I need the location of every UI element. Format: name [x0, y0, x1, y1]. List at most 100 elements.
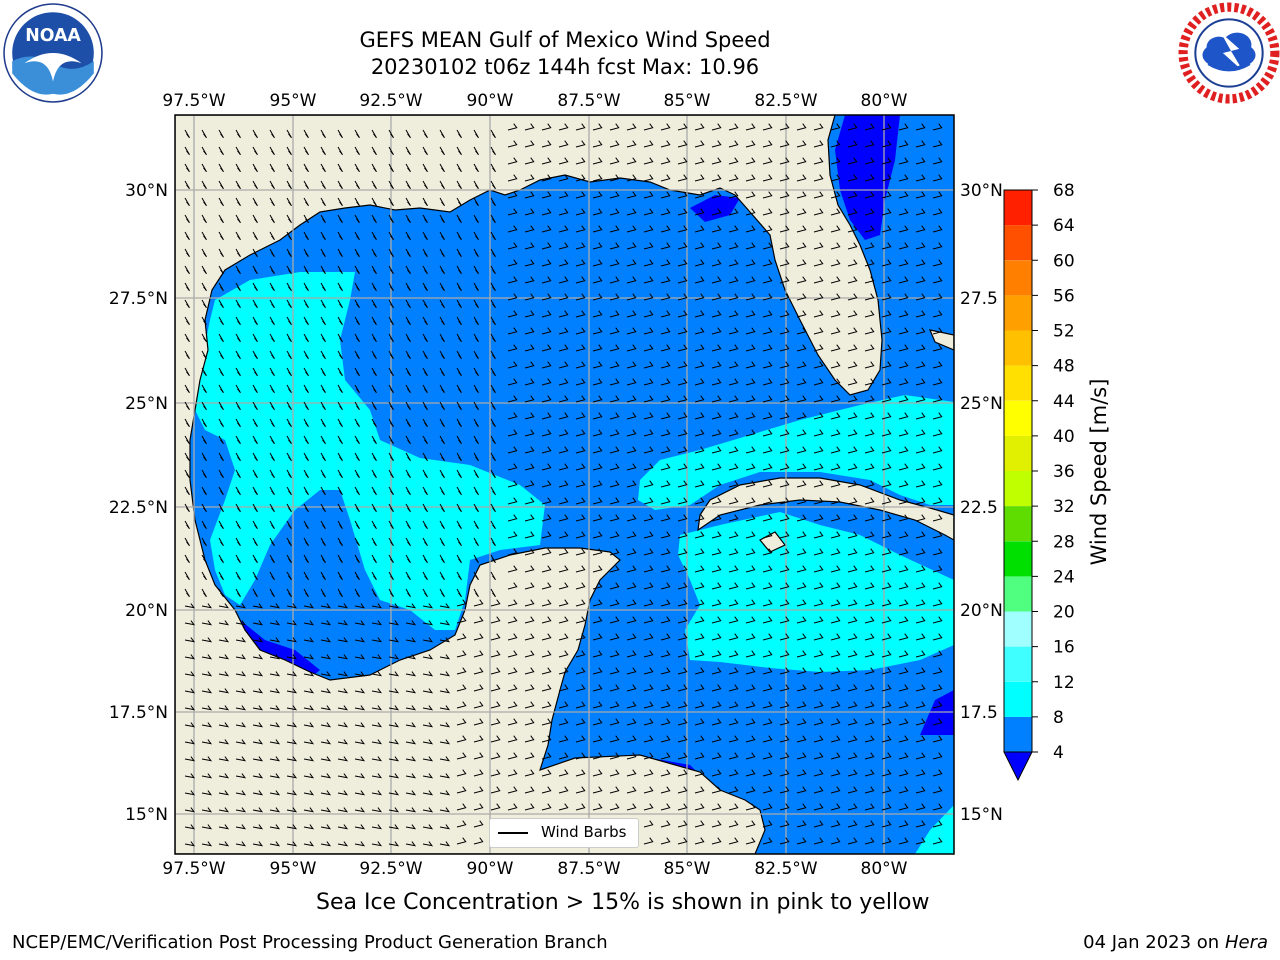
wind-barb [320, 316, 326, 326]
wind-barb [354, 452, 360, 462]
wind-barb [558, 310, 569, 318]
wind-barb [745, 412, 756, 420]
wind-barb [558, 548, 569, 556]
wind-barb [286, 571, 292, 581]
wind-barb [439, 503, 445, 513]
wind-barb [320, 790, 332, 796]
wind-barb [320, 214, 326, 224]
wind-barb [830, 837, 841, 845]
wind-barb [286, 231, 292, 241]
wind-barb [405, 520, 411, 530]
wind-barb [558, 327, 569, 335]
wind-barb [643, 718, 654, 726]
lat-tick-right: 30°N [960, 181, 1003, 201]
wind-barb [575, 463, 586, 471]
wind-barb [813, 718, 824, 726]
wind-barb [609, 157, 620, 165]
wind-barb [813, 242, 824, 250]
wind-barb [847, 548, 858, 556]
wind-barb [626, 191, 637, 199]
wind-barb [881, 565, 892, 573]
wind-barb [694, 310, 705, 318]
wind-barb [864, 412, 875, 420]
wind-barb [303, 384, 309, 394]
wind-barb [218, 248, 224, 258]
wind-barb [677, 429, 688, 437]
wind-barb [745, 752, 756, 760]
wind-barb [422, 603, 434, 609]
date-text: 04 Jan 2023 on Hera [1083, 932, 1268, 953]
wind-barb [541, 293, 552, 301]
wind-barb [915, 276, 926, 284]
lon-tick-bottom: 80°W [861, 859, 908, 879]
wind-barb [405, 537, 411, 547]
wind-barb [269, 554, 275, 564]
wind-barb [456, 803, 467, 811]
wind-barb [320, 197, 326, 207]
wind-barb [439, 197, 445, 207]
wind-barb [643, 497, 654, 505]
wind-barb [303, 571, 309, 581]
wind-barb [864, 599, 875, 607]
wind-barb [201, 637, 213, 643]
wind-barb [575, 497, 586, 505]
wind-barb [830, 174, 841, 182]
wind-barb [269, 824, 281, 830]
wind-barb [558, 157, 569, 165]
wind-barb [881, 242, 892, 250]
wind-barb [235, 197, 241, 207]
wind-barb [473, 333, 479, 343]
wind-barb [813, 735, 824, 743]
wind-barb [507, 208, 518, 216]
wind-barb [711, 208, 722, 216]
wind-barb [609, 684, 620, 692]
wind-barb [779, 242, 790, 250]
wind-barb [354, 418, 360, 428]
wind-barb [252, 841, 264, 847]
wind-barb [473, 214, 479, 224]
wind-barb [354, 671, 366, 677]
wind-barb [422, 503, 428, 513]
wind-barb [507, 803, 518, 811]
wind-barb [286, 588, 292, 598]
wind-barb [524, 786, 535, 794]
wind-barb [609, 718, 620, 726]
wind-barb [252, 333, 258, 343]
wind-barb [796, 123, 807, 131]
wind-barb [507, 157, 518, 165]
wind-barb [269, 637, 281, 643]
wind-barb [320, 807, 332, 813]
wind-barb [677, 463, 688, 471]
wind-barb [830, 259, 841, 267]
wind-barb [524, 514, 535, 522]
wind-barb [575, 565, 586, 573]
wind-barb [269, 248, 275, 258]
wind-barb [847, 531, 858, 539]
wind-barb [796, 259, 807, 267]
wind-barb [524, 667, 535, 675]
wind-barb [813, 310, 824, 318]
wind-barb [456, 718, 467, 726]
wind-barb [252, 146, 258, 156]
wind-barb [643, 259, 654, 267]
wind-barb [354, 384, 360, 394]
wind-barb [643, 157, 654, 165]
wind-barb [473, 837, 484, 845]
wind-barb [881, 208, 892, 216]
wind-barb [796, 157, 807, 165]
wind-barb [439, 637, 451, 643]
wind-barb [558, 684, 569, 692]
lon-tick-top: 92.5°W [359, 91, 422, 111]
wind-barb [626, 786, 637, 794]
wind-barb [354, 265, 360, 275]
wind-barb [677, 157, 688, 165]
wind-barb [473, 316, 479, 326]
wind-barb [592, 616, 603, 624]
wind-barb [405, 773, 417, 779]
wind-barb [371, 299, 377, 309]
wind-barb [439, 486, 445, 496]
wind-barb [762, 208, 773, 216]
wind-barb [660, 582, 671, 590]
wind-barb [813, 191, 824, 199]
wind-barb [932, 616, 943, 624]
